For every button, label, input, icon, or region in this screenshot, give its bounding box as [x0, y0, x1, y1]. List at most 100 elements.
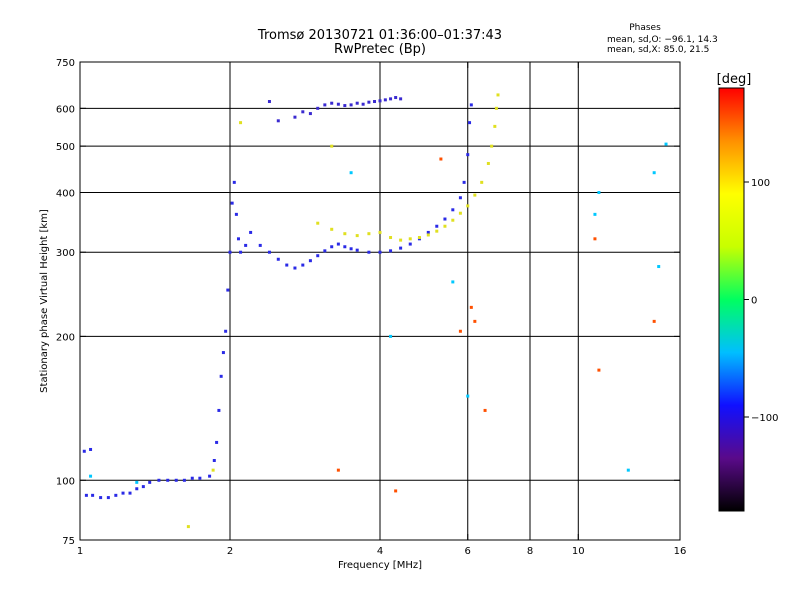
- data-point: [343, 232, 347, 236]
- data-point: [330, 101, 334, 105]
- data-point: [417, 236, 421, 240]
- data-point: [239, 250, 243, 254]
- data-point: [389, 249, 393, 253]
- data-point: [462, 180, 466, 184]
- x-tick-label: 1: [77, 546, 83, 557]
- data-point: [496, 93, 500, 97]
- data-point: [494, 106, 498, 110]
- data-point: [349, 103, 353, 107]
- data-point: [198, 476, 202, 480]
- data-point: [466, 153, 470, 157]
- data-point: [276, 257, 280, 261]
- data-point: [301, 263, 305, 267]
- data-point: [232, 180, 236, 184]
- data-point: [443, 217, 447, 221]
- data-point: [367, 250, 371, 254]
- data-point: [221, 351, 225, 355]
- data-point: [408, 242, 412, 246]
- data-point: [451, 280, 455, 284]
- data-point: [389, 97, 393, 101]
- data-point: [490, 144, 494, 148]
- x-axis-label: Frequency [MHz]: [338, 560, 422, 571]
- data-point: [208, 474, 212, 478]
- data-point: [135, 487, 139, 491]
- colorbar-tick-label: 100: [751, 178, 770, 189]
- y-tick-label: 200: [56, 332, 75, 343]
- chart-subtitle: RwPretec (Bp): [334, 42, 426, 57]
- data-point: [330, 227, 334, 231]
- data-point: [468, 121, 472, 125]
- data-point: [244, 243, 248, 247]
- data-point: [473, 319, 477, 323]
- data-point: [336, 242, 340, 246]
- data-point: [293, 115, 297, 119]
- data-point: [349, 247, 353, 251]
- stats-line-x: mean, sd,X: 85.0, 21.5: [607, 45, 709, 55]
- data-point: [267, 100, 271, 104]
- data-point: [458, 196, 462, 200]
- data-point: [394, 489, 398, 493]
- data-point: [182, 478, 186, 482]
- stats-heading: Phases: [629, 23, 661, 33]
- data-point: [99, 496, 103, 500]
- data-point: [228, 250, 232, 254]
- data-point: [378, 250, 382, 254]
- data-point: [217, 408, 221, 412]
- data-point: [664, 142, 668, 146]
- data-point: [389, 334, 393, 338]
- data-point: [258, 243, 262, 247]
- data-point: [458, 329, 462, 333]
- data-point: [230, 201, 234, 205]
- data-point: [301, 110, 305, 114]
- data-point: [355, 101, 359, 105]
- y-tick-label: 600: [56, 104, 75, 115]
- data-point: [82, 449, 86, 453]
- colorbar-ticks: 100 0 −100: [744, 178, 778, 424]
- data-point: [316, 254, 320, 258]
- data-point: [316, 106, 320, 110]
- data-point: [174, 478, 178, 482]
- x-tick-label: 16: [674, 546, 687, 557]
- colorbar-tick-label: −100: [751, 413, 778, 424]
- data-point: [480, 180, 484, 184]
- data-point: [212, 458, 216, 462]
- x-tick-label: 8: [527, 546, 533, 557]
- data-point: [652, 319, 656, 323]
- data-point: [316, 221, 320, 225]
- data-point: [361, 102, 365, 106]
- data-point: [399, 246, 403, 250]
- colorbar-label: [deg]: [717, 72, 752, 87]
- data-point: [330, 144, 334, 148]
- data-point: [473, 193, 477, 197]
- data-point: [323, 249, 327, 253]
- data-point: [355, 248, 359, 252]
- data-point: [652, 171, 656, 175]
- data-point: [336, 468, 340, 472]
- y-tick-label: 300: [56, 248, 75, 259]
- data-point: [323, 103, 327, 107]
- data-point: [486, 161, 490, 165]
- data-point: [276, 119, 280, 123]
- data-point: [343, 104, 347, 108]
- chart-title: Tromsø 20130721 01:36:00–01:37:43: [257, 28, 502, 43]
- data-point: [84, 493, 88, 497]
- data-point: [114, 493, 118, 497]
- data-point: [593, 212, 597, 216]
- gridlines: [80, 62, 680, 540]
- data-point: [343, 245, 347, 249]
- data-point: [426, 230, 430, 234]
- data-point: [493, 124, 497, 128]
- data-point: [389, 236, 393, 240]
- data-point: [267, 250, 271, 254]
- data-point: [106, 496, 110, 500]
- data-point: [166, 478, 170, 482]
- data-point: [224, 329, 228, 333]
- data-point: [435, 224, 439, 228]
- data-point: [435, 229, 439, 233]
- data-point: [469, 103, 473, 107]
- data-point: [466, 204, 470, 208]
- data-point: [336, 102, 340, 106]
- stats-line-o: mean, sd,O: −96.1, 14.3: [607, 35, 718, 45]
- data-point: [355, 234, 359, 238]
